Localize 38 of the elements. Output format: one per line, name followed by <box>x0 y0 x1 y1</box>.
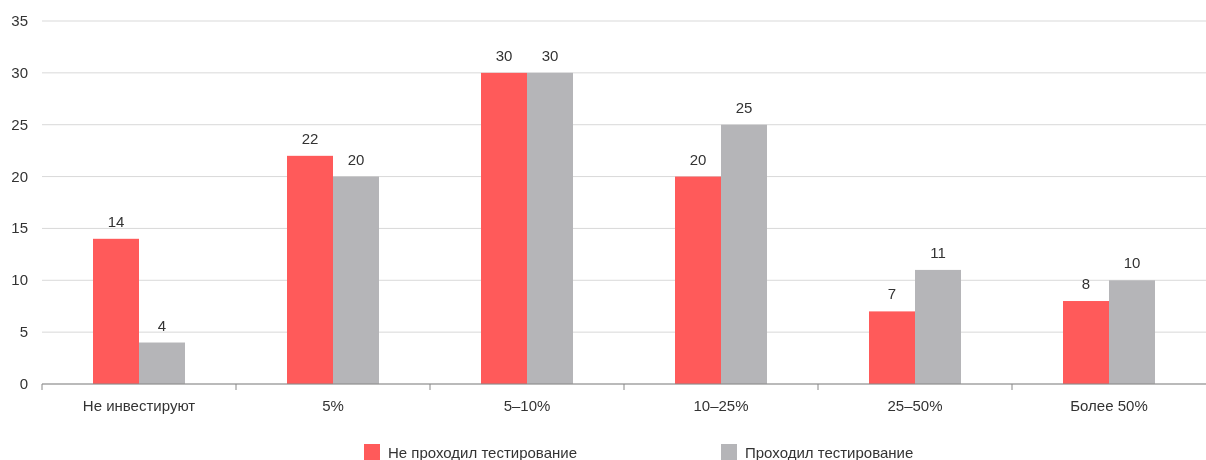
y-tick-label: 25 <box>11 115 28 133</box>
data-label: 11 <box>930 243 946 261</box>
bar <box>333 176 379 384</box>
y-tick-label: 15 <box>11 219 28 237</box>
bar <box>869 311 915 384</box>
data-label: 30 <box>495 46 513 64</box>
bar <box>721 124 767 384</box>
data-label: 25 <box>735 98 753 116</box>
x-tick-label: Не инвестируют <box>82 397 196 414</box>
y-tick-label: 30 <box>11 63 28 81</box>
data-label: 30 <box>541 46 559 64</box>
data-label: 10 <box>1123 254 1141 272</box>
bar <box>1109 280 1155 384</box>
bar <box>527 72 573 384</box>
bar <box>481 72 527 384</box>
bar <box>915 269 961 384</box>
y-tick-label: 0 <box>19 375 28 392</box>
y-tick-label: 20 <box>11 167 28 185</box>
bar <box>287 155 333 384</box>
bar <box>93 238 139 384</box>
bar <box>139 342 185 384</box>
data-label: 20 <box>689 150 707 168</box>
y-tick-label: 35 <box>11 12 28 29</box>
data-label: 4 <box>157 316 167 334</box>
data-label: 14 <box>107 212 125 230</box>
x-tick-label: Более 50% <box>1070 397 1148 414</box>
x-tick-label: 10–25% <box>693 397 749 414</box>
data-label: 20 <box>347 150 365 168</box>
bar <box>1063 301 1109 384</box>
x-tick-label: 25–50% <box>887 397 943 414</box>
x-tick-label: 5–10% <box>503 397 551 414</box>
y-tick-label: 10 <box>11 271 28 289</box>
y-tick-label: 5 <box>19 323 28 341</box>
data-label: 8 <box>1081 275 1091 293</box>
data-label: 7 <box>887 285 897 303</box>
bar <box>675 176 721 384</box>
x-tick-label: 5% <box>322 397 344 414</box>
data-label: 22 <box>301 129 319 147</box>
